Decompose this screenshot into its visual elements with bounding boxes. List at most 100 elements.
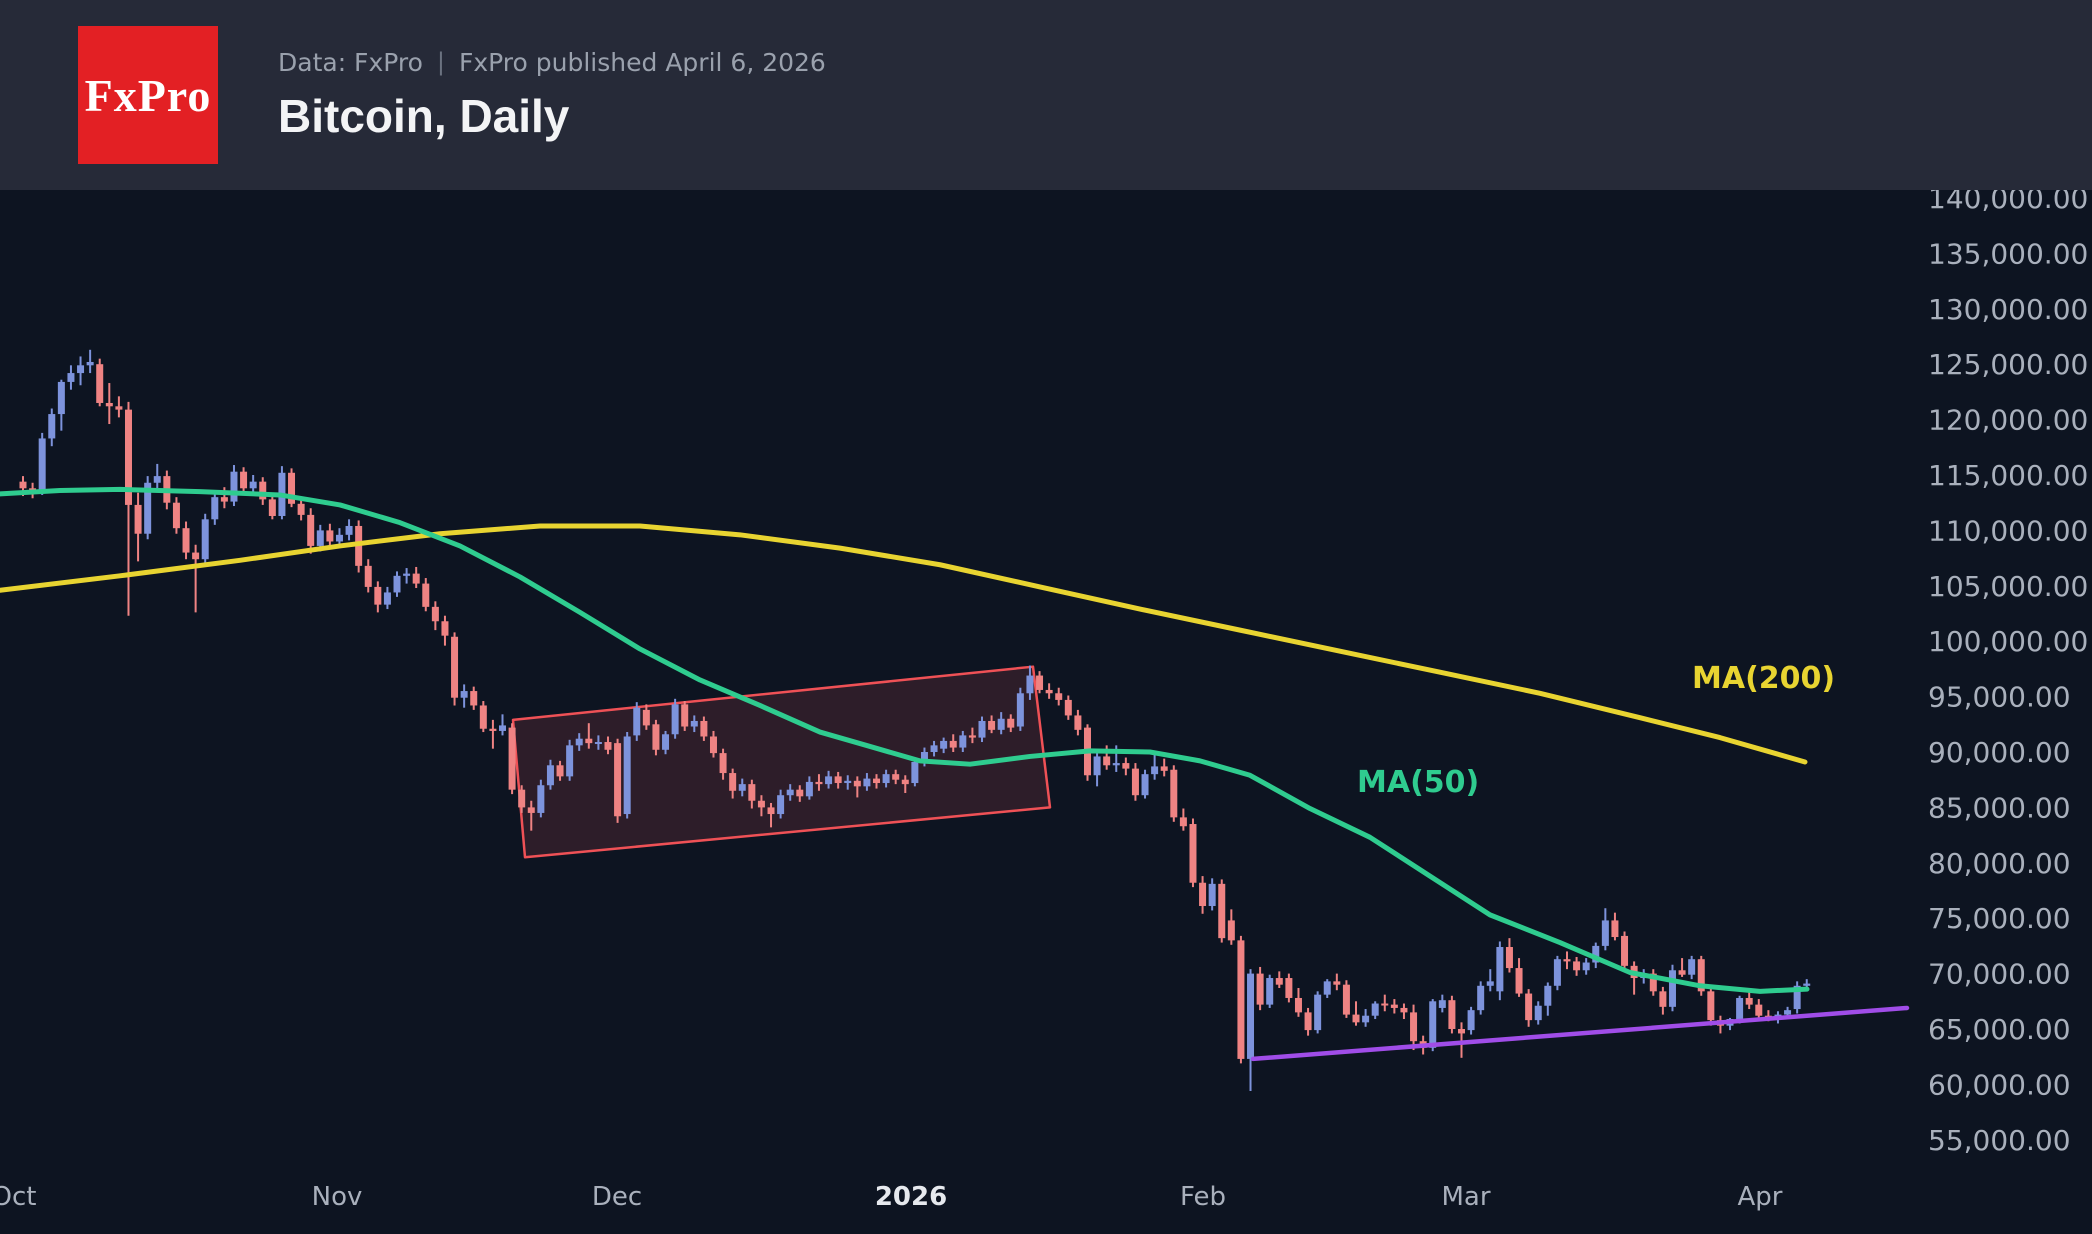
candle-body-down — [518, 789, 526, 808]
candle-body-down — [604, 742, 612, 750]
candle-body-down — [614, 743, 622, 817]
candle-body-up — [201, 519, 209, 560]
candle-body-down — [1342, 984, 1350, 1015]
candle-body-down — [556, 765, 564, 777]
candle-body-up — [1151, 766, 1159, 775]
candle-body-down — [1179, 817, 1187, 827]
candle-body-down — [172, 502, 180, 529]
candle-body-down — [1064, 699, 1072, 716]
y-axis-label: 120,000.00 — [1928, 404, 2088, 437]
y-axis-label: 65,000.00 — [1928, 1013, 2071, 1046]
y-axis-label: 100,000.00 — [1928, 625, 2088, 658]
candle-body-down — [757, 800, 765, 808]
candle-body-up — [940, 740, 948, 749]
candle-body-up — [1793, 985, 1801, 1010]
y-axis-label: 90,000.00 — [1928, 736, 2071, 769]
candle-body-down — [1621, 935, 1629, 966]
candle-body-up — [1553, 959, 1561, 986]
candle-body-down — [1410, 1012, 1418, 1042]
support-trendline — [1250, 1005, 1910, 1062]
candle-body-up — [153, 476, 161, 483]
candle-body-down — [1304, 1012, 1312, 1031]
candle-body-up — [48, 414, 56, 439]
candle-body-down — [527, 807, 535, 813]
ma50-label: MA(50) — [1357, 765, 1479, 800]
header-bar: FxPro Data: FxPro | FxPro published Apri… — [0, 0, 2092, 190]
x-axis-label: Apr — [1738, 1182, 1783, 1212]
y-axis-label: 135,000.00 — [1928, 237, 2088, 270]
candle-body-up — [786, 789, 794, 796]
candle-body-down — [1755, 1004, 1763, 1016]
y-axis-label: 55,000.00 — [1928, 1124, 2071, 1157]
candle-body-down — [1170, 769, 1178, 818]
candle-body-up — [623, 736, 631, 815]
fxpro-logo: FxPro — [78, 26, 218, 164]
candle-body-down — [412, 573, 420, 584]
candle-body-up — [777, 795, 785, 815]
candle-body-up — [844, 780, 852, 784]
candle-body-down — [1611, 920, 1619, 938]
x-axis-label: Mar — [1441, 1182, 1490, 1212]
candle-body-up — [825, 776, 833, 785]
divider: | — [436, 48, 445, 76]
candle-body-down — [700, 720, 708, 737]
candle-body-up — [805, 781, 813, 797]
candle-body-down — [489, 728, 497, 731]
candle-body-up — [594, 742, 602, 745]
candle-body-down — [748, 784, 756, 801]
candle-body-down — [1122, 763, 1130, 769]
x-axis-label: Oct — [0, 1182, 36, 1212]
candle-body-up — [575, 738, 583, 746]
candle-body-up — [863, 778, 871, 787]
x-axis-label: Nov — [312, 1182, 363, 1212]
candle-body-down — [1400, 1007, 1408, 1013]
candle-body-up — [959, 735, 967, 748]
candle-body-down — [1285, 978, 1293, 998]
candle-body-up — [1314, 994, 1322, 1031]
candle-body-up — [249, 481, 257, 489]
candle-body-down — [431, 606, 439, 622]
ma200-label: MA(200) — [1692, 661, 1835, 696]
candle-body-down — [968, 735, 976, 738]
candle-body-down — [1045, 689, 1053, 694]
y-axis-label: 80,000.00 — [1928, 847, 2071, 880]
candle-body-up — [662, 734, 670, 750]
candle-body-down — [259, 481, 267, 500]
candle-body-down — [1505, 947, 1513, 969]
candle-body-up — [1601, 920, 1609, 946]
candle-body-down — [1199, 882, 1207, 907]
candle-body-down — [1515, 968, 1523, 994]
candle-body-up — [1803, 983, 1811, 986]
candle-body-down — [182, 528, 190, 553]
candle-body-up — [930, 745, 938, 752]
candle-body-up — [566, 745, 574, 777]
candle-body-up — [77, 365, 85, 374]
candle-body-up — [1668, 970, 1676, 1007]
candle-body-down — [853, 780, 861, 787]
candle-body-down — [96, 364, 104, 403]
candle-body-down — [508, 727, 516, 790]
candle-body-up — [1534, 1005, 1542, 1021]
candle-body-down — [115, 406, 123, 410]
candle-body-down — [134, 504, 142, 534]
candle-body-up — [383, 592, 391, 605]
candle-body-down — [901, 779, 909, 785]
y-axis-label: 130,000.00 — [1928, 293, 2088, 326]
y-axis-label: 110,000.00 — [1928, 514, 2088, 547]
candle-body-down — [796, 789, 804, 797]
candle-body-up — [316, 530, 324, 546]
candle-body-up — [1016, 693, 1024, 727]
candle-body-down — [1055, 693, 1063, 700]
header-text: Data: FxPro | FxPro published April 6, 2… — [278, 48, 826, 143]
candle-body-up — [978, 720, 986, 738]
candle-body-up — [345, 525, 353, 535]
published-label: FxPro published April 6, 2026 — [459, 47, 826, 77]
candle-body-down — [892, 774, 900, 780]
candle-body-up — [57, 381, 65, 415]
candle-body-down — [815, 781, 823, 785]
candle-body-up — [1582, 962, 1590, 971]
candle-body-down — [288, 472, 296, 504]
candle-body-up — [997, 718, 1005, 730]
candle-body-down — [19, 481, 27, 489]
candle-body-up — [738, 784, 746, 791]
